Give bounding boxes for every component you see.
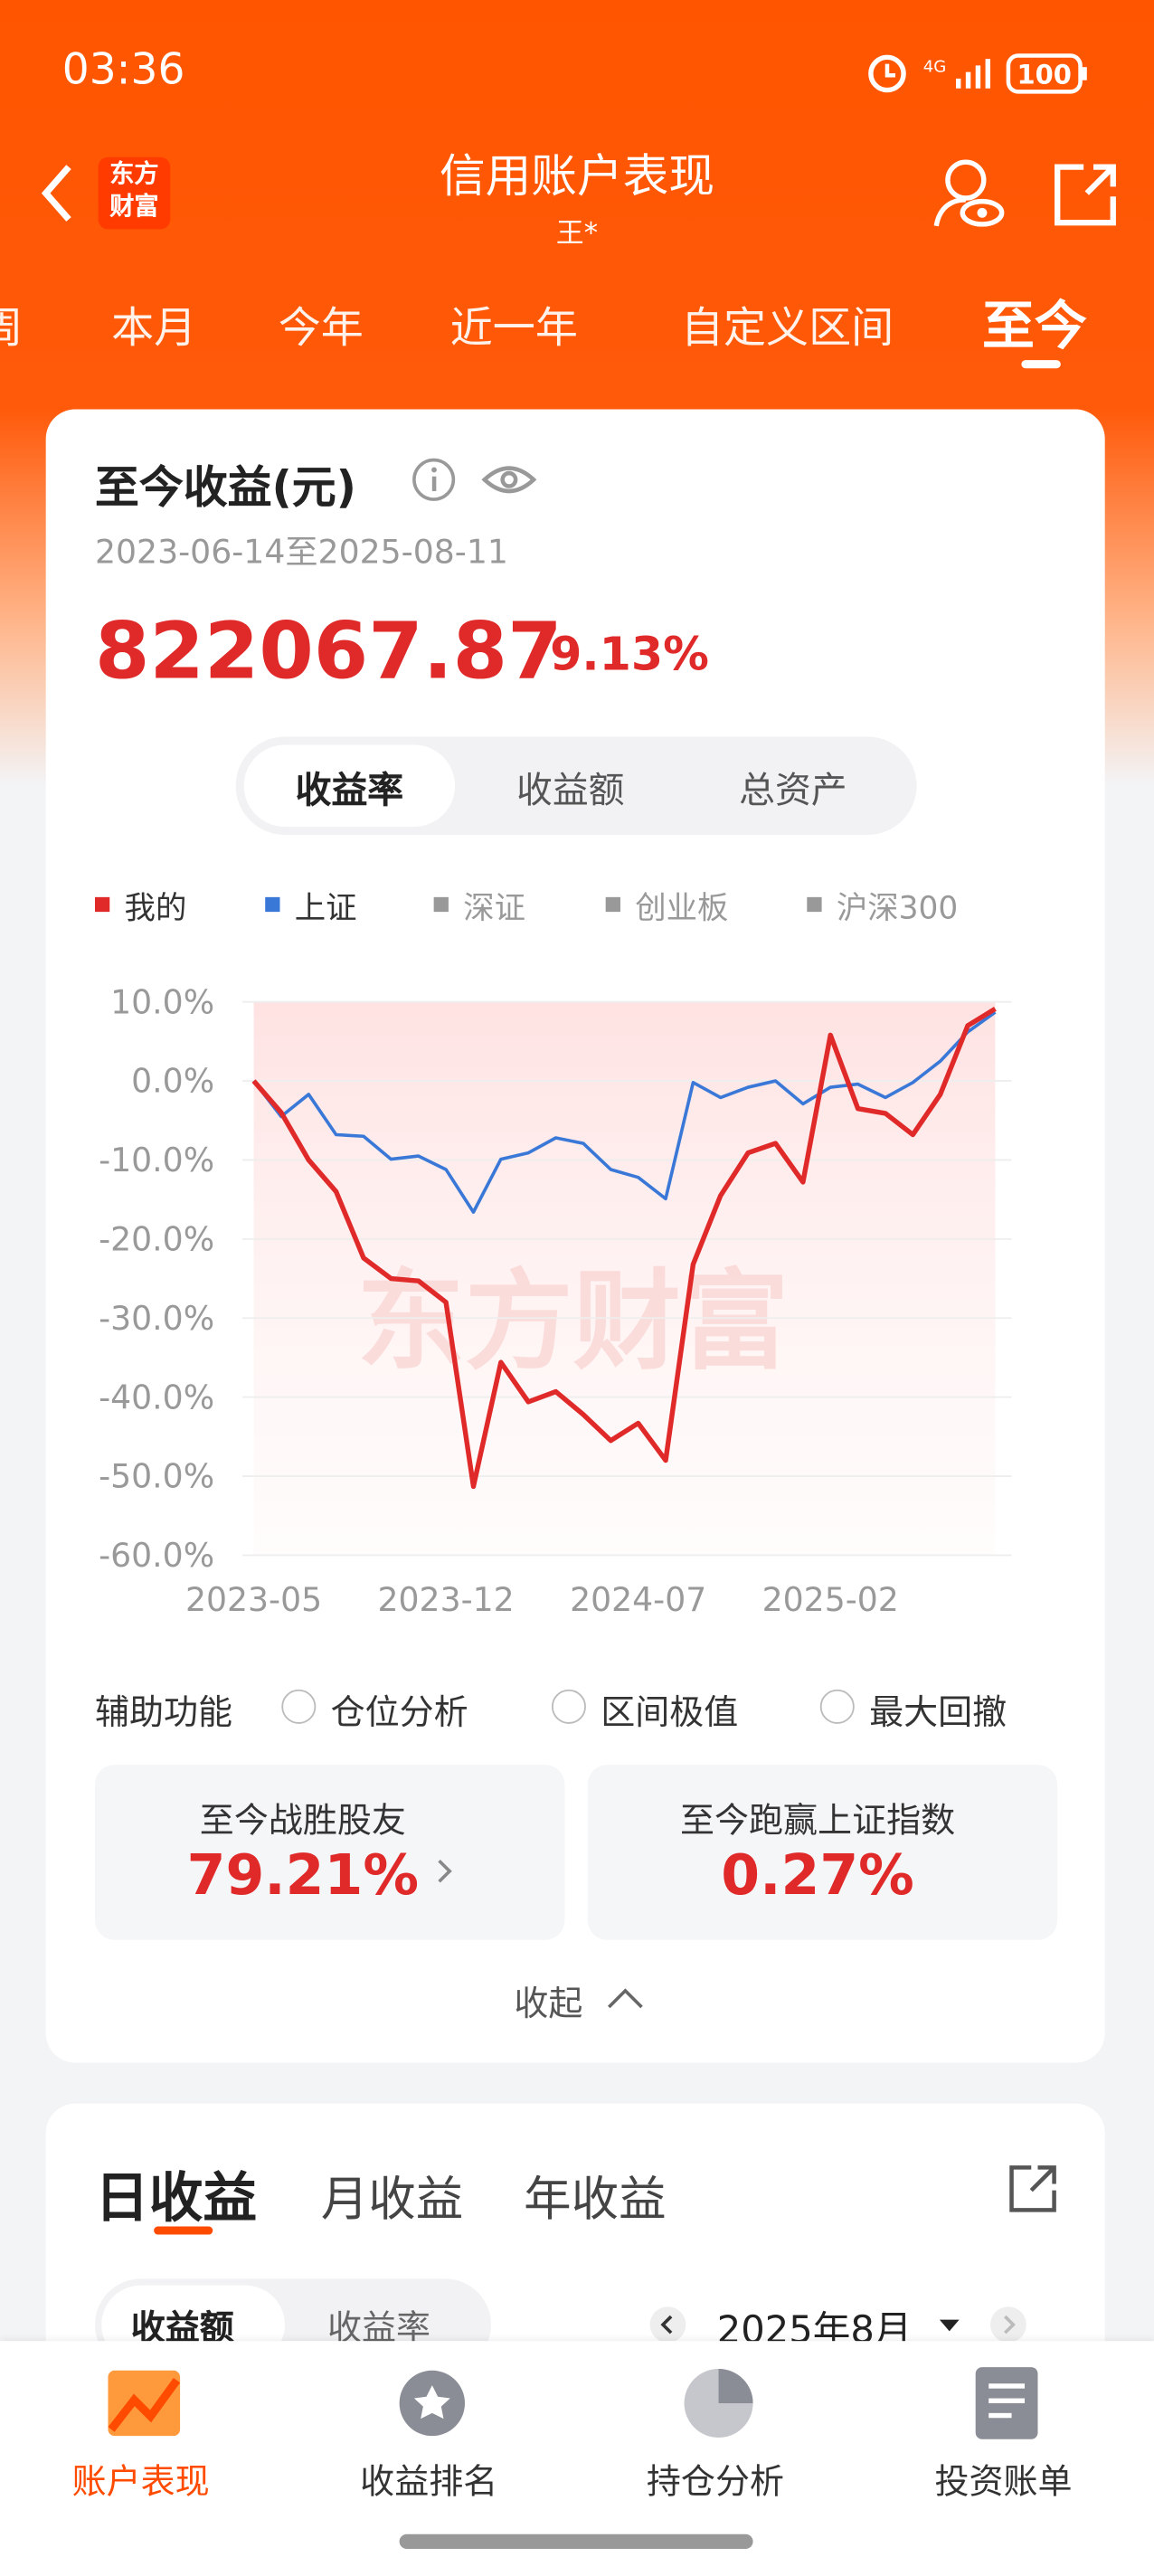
chart: 东方财富 10.0% 0.0% -10.0% -20.0% -30.0% -40.0% -50… — [99, 982, 1012, 1619]
stat-value: 0.27% — [721, 1842, 914, 1909]
status-time: 03:36 — [61, 45, 185, 95]
legend-label[interactable]: 创业板 — [635, 890, 729, 927]
logo-line: 东方 — [109, 158, 159, 189]
legend-label[interactable]: 深证 — [463, 890, 526, 927]
plot-shade — [253, 1001, 996, 1556]
legend-swatch — [433, 896, 449, 913]
summary-title: 至今收益(元) — [94, 463, 356, 515]
header-title: 信用账户表现 — [439, 148, 715, 204]
back-button[interactable] — [33, 160, 81, 225]
legend-label[interactable]: 上证 — [294, 890, 357, 927]
nav-label[interactable]: 投资账单 — [934, 2462, 1073, 2502]
svg-text:4G: 4G — [923, 58, 947, 77]
logo-line: 财富 — [109, 191, 159, 222]
y-tick-label: 0.0% — [131, 1062, 214, 1101]
info-icons[interactable] — [409, 455, 540, 507]
aux-option[interactable]: 最大回撤 — [869, 1692, 1007, 1732]
legend-label[interactable]: 我的 — [124, 890, 187, 927]
nav-label[interactable]: 收益排名 — [360, 2462, 498, 2502]
aux-option[interactable]: 仓位分析 — [330, 1692, 468, 1732]
collapse-icon — [608, 1988, 643, 2009]
legend-swatch — [94, 896, 110, 913]
nav-label[interactable]: 账户表现 — [71, 2462, 210, 2502]
y-tick-label: -30.0% — [99, 1299, 214, 1338]
earnings-toggle-item[interactable]: 收益率 — [326, 2308, 431, 2348]
summary-rate: 9.13% — [550, 627, 709, 681]
stat-box — [94, 1765, 565, 1940]
collapse-button[interactable]: 收起 — [514, 1984, 583, 2024]
nav-label[interactable]: 持仓分析 — [646, 2462, 784, 2502]
y-tick-label: -10.0% — [99, 1141, 214, 1179]
earnings-tab[interactable]: 年收益 — [524, 2170, 667, 2227]
legend-swatch — [807, 896, 822, 913]
watermark: 东方财富 — [357, 1259, 790, 1385]
period-tab[interactable]: 周 — [0, 295, 23, 355]
logo: 东方 财富 — [98, 156, 171, 230]
y-tick-label: -60.0% — [99, 1536, 214, 1575]
period-tab[interactable]: 今年 — [278, 304, 364, 354]
battery-level: 100 — [1017, 59, 1072, 90]
period-tab[interactable]: 自定义区间 — [680, 304, 894, 354]
header-actions[interactable] — [933, 157, 1130, 236]
aux-option[interactable]: 区间极值 — [601, 1692, 739, 1732]
summary-amount: 822067.87 — [94, 605, 563, 698]
stat-label: 至今战胜股友 — [199, 1800, 406, 1841]
home-indicator — [399, 2533, 753, 2550]
status-icons: 4G 100 — [868, 53, 1087, 94]
radio[interactable] — [551, 1689, 586, 1724]
radio[interactable] — [819, 1689, 855, 1724]
y-tick-label: 10.0% — [110, 982, 214, 1021]
toggle-item[interactable]: 收益率 — [295, 771, 404, 812]
earnings-tab[interactable]: 月收益 — [320, 2170, 464, 2227]
toggle-item[interactable]: 总资产 — [739, 771, 847, 812]
stat-label: 至今跑赢上证指数 — [680, 1800, 956, 1841]
nav-icons — [108, 2367, 1038, 2439]
y-tick-label: -20.0% — [99, 1220, 214, 1259]
legend-swatch — [605, 896, 620, 913]
header-subtitle: 王* — [555, 217, 599, 251]
x-tick-label: 2023-05 — [185, 1580, 322, 1619]
month-nav[interactable] — [648, 2305, 1041, 2347]
series-line — [251, 1006, 997, 1490]
x-tick-label: 2024-07 — [570, 1580, 706, 1619]
stat-value: 79.21% — [186, 1842, 420, 1909]
period-tab[interactable]: 近一年 — [449, 304, 578, 354]
y-tick-label: -50.0% — [99, 1457, 214, 1496]
earnings-toggle-item[interactable]: 收益额 — [130, 2308, 234, 2348]
stat-box — [587, 1765, 1058, 1940]
legend-label[interactable]: 沪深300 — [836, 890, 959, 927]
radio[interactable] — [281, 1689, 317, 1724]
date-range: 2023-06-14至2025-08-11 — [94, 532, 508, 572]
earnings-tab[interactable]: 日收益 — [94, 2165, 258, 2230]
toggle-active — [243, 744, 456, 828]
legend-swatch — [265, 896, 280, 913]
y-tick-label: -40.0% — [99, 1378, 214, 1416]
aux-label: 辅助功能 — [94, 1692, 233, 1732]
toggle-item[interactable]: 收益额 — [516, 771, 625, 812]
x-tick-label: 2023-12 — [378, 1580, 515, 1619]
share-icon[interactable] — [1002, 2161, 1061, 2220]
period-tab[interactable]: 本月 — [111, 304, 197, 354]
series-line — [252, 1010, 997, 1214]
x-tick-label: 2025-02 — [762, 1580, 899, 1619]
earnings-tab-indicator — [154, 2226, 213, 2235]
tab-indicator — [1021, 360, 1061, 369]
period-tab[interactable]: 至今 — [981, 294, 1087, 357]
